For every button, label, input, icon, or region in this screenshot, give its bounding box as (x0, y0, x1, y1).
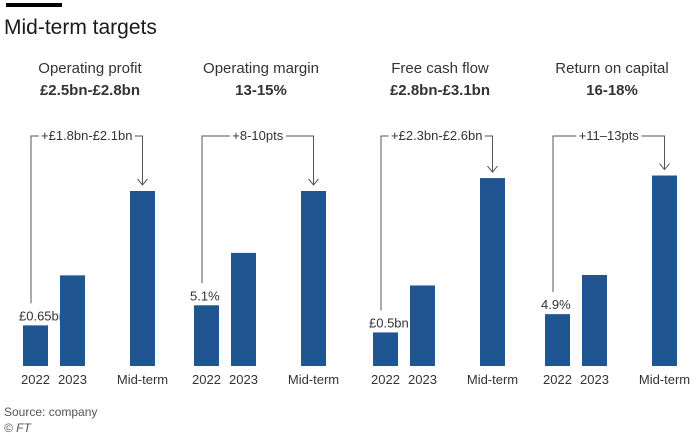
annotation-operating-margin: +8-10pts (232, 128, 283, 143)
bar-operating-profit-mid-term (130, 191, 155, 366)
bar-return-on-capital-2022 (545, 314, 570, 366)
value-label-free-cash-flow-2022: £0.5bn (369, 315, 409, 330)
category-label-operating-profit-2022: 2022 (21, 372, 50, 387)
chart-title: Mid-term targets (4, 16, 157, 39)
bar-return-on-capital-2023 (582, 274, 607, 366)
annotation-return-on-capital: +11–13pts (579, 128, 640, 143)
bracket-operating-margin (201, 135, 314, 284)
category-label-operating-margin-mid-term: Mid-term (288, 372, 339, 387)
panel-subtitle-operating-profit: £2.5bn-£2.8bn (39, 82, 141, 99)
bar-operating-margin-mid-term (301, 191, 326, 366)
bar-return-on-capital-mid-term (652, 175, 677, 366)
category-label-return-on-capital-mid-term: Mid-term (639, 372, 690, 387)
bar-operating-profit-2022 (23, 325, 48, 366)
bracket-arrow-icon-free-cash-flow (487, 165, 498, 173)
category-label-operating-profit-2023: 2023 (58, 372, 87, 387)
category-label-free-cash-flow-mid-term: Mid-term (467, 372, 518, 387)
bar-operating-margin-2022 (194, 305, 219, 366)
panel-title-return-on-capital: Return on capital (555, 60, 669, 77)
value-label-operating-margin-2022: 5.1% (190, 288, 220, 303)
bracket-return-on-capital (552, 135, 665, 293)
bar-free-cash-flow-2022 (373, 332, 398, 366)
panel-subtitle-operating-margin: 13-15% (235, 82, 287, 99)
bracket-arrow-icon-operating-profit (137, 178, 148, 186)
top-rule (6, 3, 62, 7)
category-label-free-cash-flow-2022: 2022 (371, 372, 400, 387)
bracket-arrow-icon-operating-margin (308, 178, 319, 186)
annotation-free-cash-flow: +£2.3bn-£2.6bn (391, 128, 482, 143)
bar-operating-margin-2023 (231, 252, 256, 366)
panel-title-free-cash-flow: Free cash flow (391, 60, 489, 77)
bracket-arrow-icon-return-on-capital (659, 163, 670, 171)
panel-subtitle-free-cash-flow: £2.8bn-£3.1bn (389, 82, 491, 99)
bar-free-cash-flow-mid-term (480, 178, 505, 366)
value-label-operating-profit-2022: £0.65bn (19, 308, 66, 323)
bar-free-cash-flow-2023 (410, 285, 435, 366)
panel-title-operating-profit: Operating profit (38, 60, 142, 77)
bracket-operating-profit (30, 135, 143, 304)
annotation-operating-profit: +£1.8bn-£2.1bn (41, 128, 132, 143)
panel-title-operating-margin: Operating margin (203, 60, 319, 77)
category-label-return-on-capital-2022: 2022 (543, 372, 572, 387)
bracket-free-cash-flow (380, 135, 493, 311)
bar-operating-profit-2023 (60, 275, 85, 366)
category-label-return-on-capital-2023: 2023 (580, 372, 609, 387)
copyright-note: © FT (4, 421, 31, 435)
value-label-return-on-capital-2022: 4.9% (541, 297, 571, 312)
category-label-operating-margin-2023: 2023 (229, 372, 258, 387)
category-label-free-cash-flow-2023: 2023 (408, 372, 437, 387)
source-note: Source: company (4, 405, 98, 419)
category-label-operating-profit-mid-term: Mid-term (117, 372, 168, 387)
category-label-operating-margin-2022: 2022 (192, 372, 221, 387)
panel-subtitle-return-on-capital: 16-18% (586, 82, 638, 99)
